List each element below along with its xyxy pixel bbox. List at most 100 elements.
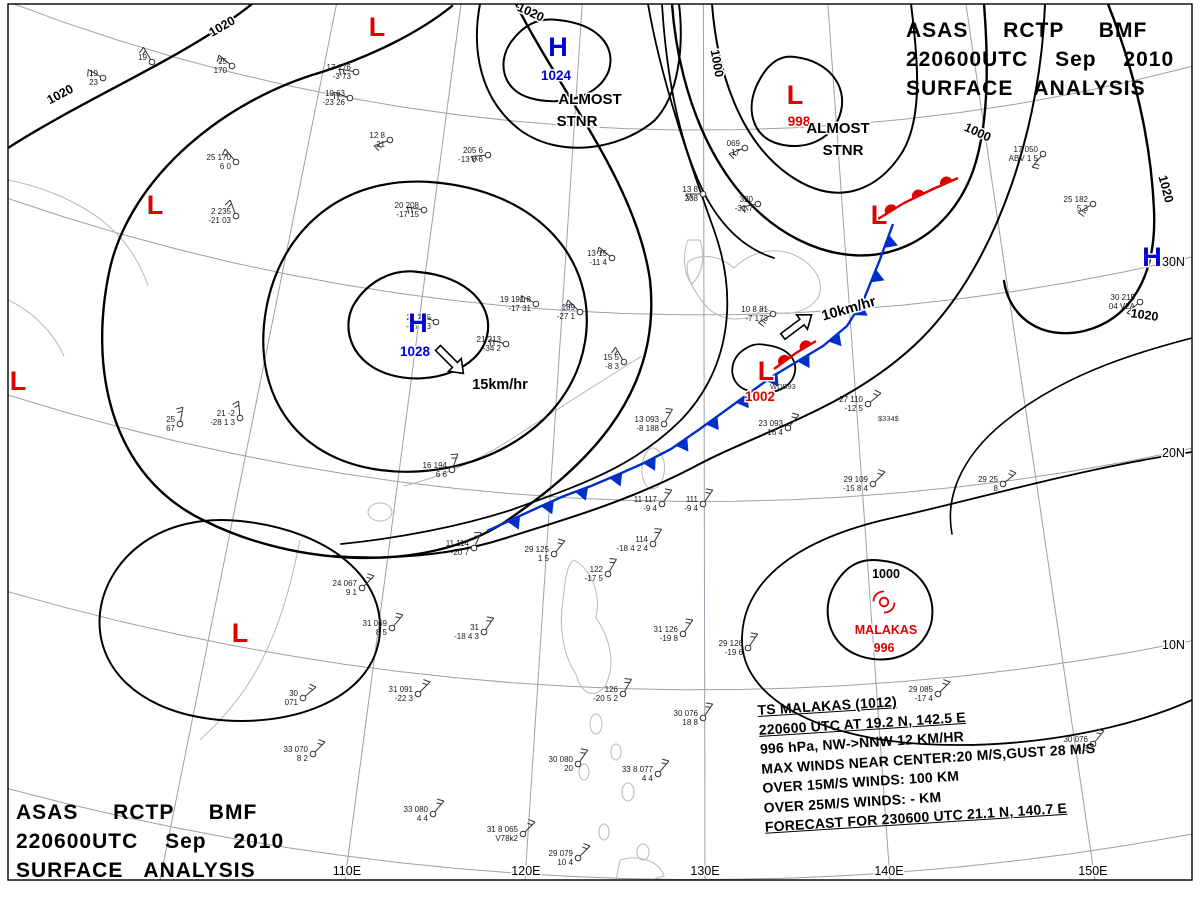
isobar	[711, 4, 919, 194]
station-circle	[358, 584, 366, 592]
station-value: -11 4	[589, 258, 607, 267]
station-value: 33 070	[284, 745, 309, 754]
wind-barb-tick	[309, 683, 317, 688]
wind-barb-tick	[732, 152, 737, 157]
station-observation: 17 176-3 73	[327, 63, 360, 81]
station-observation: 15 5-8 3	[603, 346, 628, 371]
station-circle	[470, 544, 478, 552]
wind-barb-tick	[227, 203, 232, 208]
wind-barb-tick	[486, 616, 494, 619]
station-observation: 31 091-22 3	[389, 679, 431, 703]
wind-barb-tick	[791, 416, 797, 419]
wind-barb	[749, 633, 759, 646]
wind-barb-tick	[705, 702, 713, 705]
wind-barb-tick	[216, 54, 220, 62]
grid-meridian	[159, 4, 337, 880]
cold-front-triangle	[853, 303, 868, 316]
station-circle	[869, 480, 877, 488]
grid-meridian	[827, 4, 891, 880]
isobar	[826, 559, 934, 661]
wind-barb-tick	[942, 682, 948, 686]
coast-indochina	[8, 179, 149, 287]
station-value: 4 4	[417, 814, 429, 823]
station-observation: 31 126-19 8	[654, 618, 694, 643]
storm-eye	[878, 596, 890, 608]
isobar	[502, 18, 612, 103]
isobar-label: 1020	[1156, 174, 1177, 205]
wind-barb	[1031, 155, 1042, 168]
station-value: 170	[214, 66, 228, 75]
station-value: 04 V2A	[1109, 302, 1136, 311]
wind-barb-tick	[395, 616, 401, 619]
latitude-label: 10N	[1162, 638, 1185, 652]
station-value: 17 176	[327, 63, 352, 72]
cold-front-triangle	[706, 416, 719, 431]
longitude-label: 130E	[690, 864, 719, 878]
longitude-label: 110E	[333, 864, 361, 878]
station-circle	[1089, 200, 1097, 208]
station-observation: 2 235-21 03	[208, 199, 240, 225]
station-observation: 19	[138, 46, 156, 66]
station-id-label: $334$	[878, 414, 900, 423]
storm-name: MALAKAS	[855, 623, 918, 637]
wind-barb-tick	[1097, 728, 1105, 732]
station-value: 29 125	[525, 545, 550, 554]
station-value: ABV 1 5	[1009, 154, 1039, 163]
wind-barb-tick	[580, 748, 588, 751]
cold-front-triangle	[884, 234, 898, 248]
movement-note: ALMOST	[558, 91, 621, 108]
station-value: 29 085	[909, 685, 934, 694]
cold-front-triangle	[675, 437, 689, 452]
wind-barb-tick	[744, 205, 749, 211]
station-value: 25 170	[207, 153, 232, 162]
station-value: 30 215	[1111, 293, 1136, 302]
coast-hainan	[367, 502, 393, 522]
station-value: 208	[685, 194, 699, 203]
station-value: -17 31	[508, 304, 531, 313]
wind-barb-tick	[333, 92, 336, 100]
station-value: -23 26	[322, 98, 345, 107]
wind-barb-tick	[943, 679, 951, 683]
wind-barb-tick	[750, 635, 756, 638]
map-frame	[7, 3, 1193, 881]
station-value: 25 182	[1064, 195, 1089, 204]
isobar	[661, 4, 775, 259]
wind-barb-tick	[317, 742, 323, 746]
station-value: 30 076	[674, 709, 699, 718]
wind-barb	[615, 347, 623, 360]
station-value: -17 15	[396, 210, 419, 219]
wind-barb-tick	[366, 576, 372, 580]
station-observation: 114-18 4 2 4	[616, 528, 662, 553]
station-value: -27 1	[557, 312, 576, 321]
wind-barb-tick	[689, 193, 693, 199]
station-circle	[228, 62, 236, 70]
station-observation: 111-9 4	[684, 488, 714, 513]
station-value: -16 4	[765, 428, 784, 437]
station-value: 29 079	[549, 849, 574, 858]
station-observation: 13 093-8 188	[635, 408, 673, 433]
station-value: 25 255	[407, 313, 432, 322]
pressure-center-l: L	[758, 356, 775, 386]
cold-front-triangle	[540, 500, 554, 515]
station-value: 30 080	[549, 755, 574, 764]
isobar	[340, 4, 729, 545]
isobar	[1002, 4, 1156, 335]
cold-front-triangle	[736, 394, 749, 409]
station-value: -7 173	[745, 314, 768, 323]
station-value: 15 5	[603, 353, 619, 362]
tropical-storm-icon	[872, 590, 896, 614]
wind-barb-tick	[757, 322, 765, 327]
station-value: -15 8 4	[843, 484, 868, 493]
wind-barb	[489, 339, 504, 344]
station-circle	[1039, 150, 1047, 158]
title-line-3: SURFACE ANALYSIS	[16, 859, 256, 882]
station-observation: 189-27 1	[557, 299, 584, 321]
wind-barb	[704, 489, 714, 502]
